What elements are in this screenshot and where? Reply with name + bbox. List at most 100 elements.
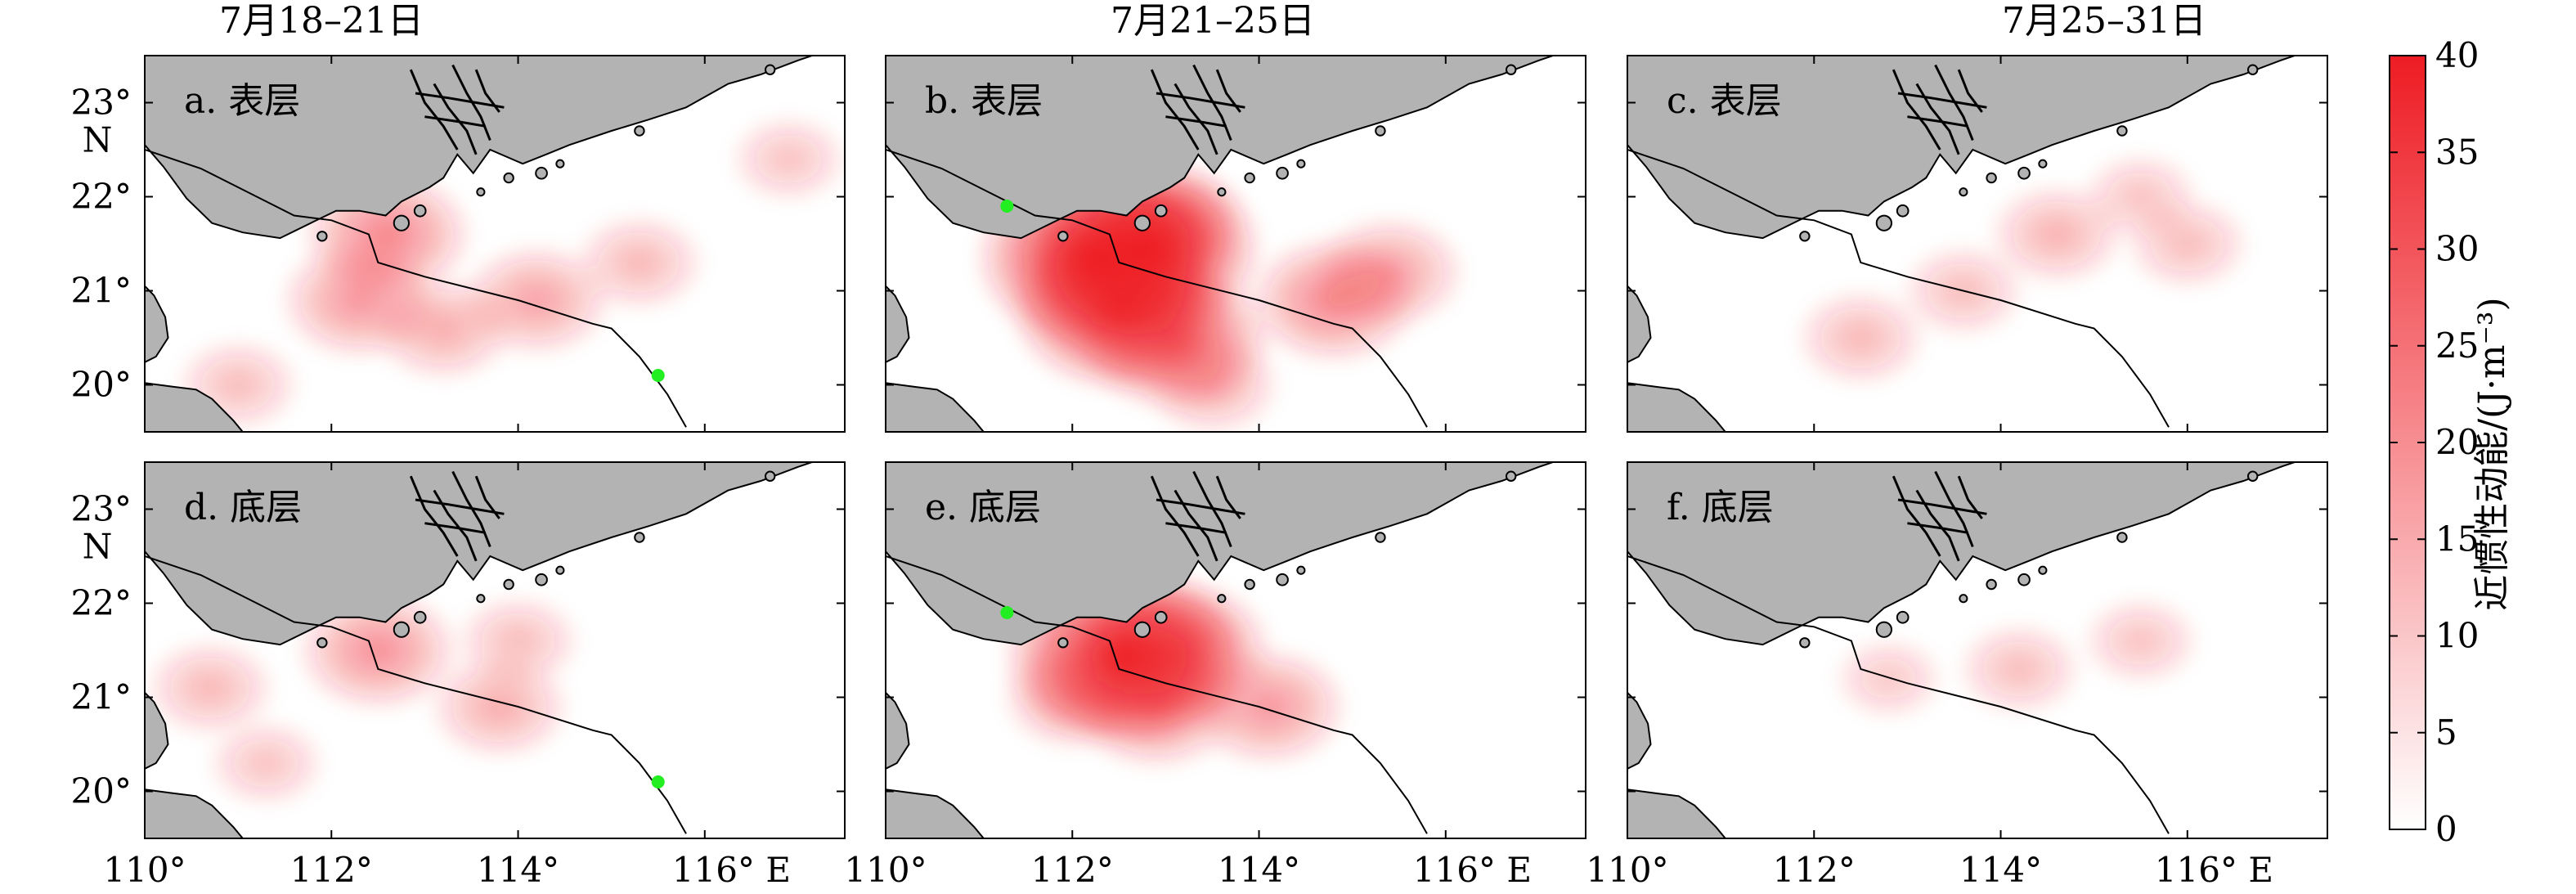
island: [1896, 610, 1910, 624]
land-polygon: [886, 382, 985, 432]
typhoon-position-marker: [651, 775, 665, 788]
typhoon-track: [145, 149, 687, 428]
river-line: [1174, 83, 1218, 155]
river-line: [409, 475, 459, 557]
island: [503, 578, 514, 591]
colorbar-tick-label: 35: [2435, 132, 2479, 172]
panel-content: [145, 462, 815, 838]
panel-content: [1627, 462, 2298, 838]
river-line: [1897, 498, 1987, 515]
river-line: [1934, 64, 1974, 142]
colorbar-tick-label: 25: [2435, 326, 2479, 366]
island: [764, 470, 776, 482]
river-line: [1215, 475, 1241, 519]
land-polygon: [145, 788, 245, 838]
colorbar-ticks: 0 5 10 15 20 25 30 35 40: [2390, 35, 2479, 849]
map-panel-2: b. 表层: [885, 55, 1586, 433]
panel-label: b. 表层: [925, 80, 1043, 122]
island: [535, 166, 548, 180]
land: [886, 56, 1556, 432]
river-line: [1907, 115, 1968, 128]
island: [1375, 125, 1386, 137]
typhoon-track: [1627, 149, 2170, 428]
y-tick-label: 23°: [71, 489, 132, 529]
energy-hotspot: [1312, 213, 1468, 330]
island: [1133, 214, 1151, 231]
y-unit-label: N: [83, 527, 113, 567]
map-panel-1: a. 表层: [144, 55, 846, 433]
island: [413, 204, 427, 218]
island: [2116, 532, 2128, 543]
island: [1959, 187, 1968, 197]
island: [1244, 578, 1255, 591]
energy-hotspot: [453, 592, 583, 690]
river-line: [1174, 489, 1218, 562]
island: [1276, 166, 1289, 180]
island: [555, 565, 565, 575]
typhoon-track: [145, 555, 687, 834]
river-line: [451, 64, 491, 142]
x-tick-label: 110°: [844, 850, 927, 890]
island: [2017, 166, 2031, 180]
island: [1154, 610, 1168, 624]
island: [2116, 125, 2128, 137]
island: [1296, 565, 1306, 575]
river-line: [1892, 475, 1941, 557]
typhoon-track: [1627, 555, 2170, 834]
land-polygon: [1627, 691, 1652, 770]
river-line: [1165, 115, 1227, 128]
energy-hotspot: [999, 642, 1146, 752]
colorbar-tick-label: 0: [2435, 809, 2457, 849]
island: [2038, 159, 2048, 168]
column-title-3: 7月25–31日: [2002, 0, 2206, 42]
energy-hotspot: [2079, 595, 2202, 687]
land-polygon: [886, 691, 910, 770]
panel-label: e. 底层: [925, 487, 1041, 528]
island: [634, 125, 645, 137]
river-line: [451, 470, 491, 548]
island: [1875, 214, 1892, 231]
y-tick-label: 20°: [71, 771, 132, 811]
energy-hotspot: [1142, 332, 1283, 432]
panel-label: f. 底层: [1667, 487, 1774, 528]
panel-content: [886, 462, 1556, 838]
colorbar-tick-label: 15: [2435, 519, 2479, 559]
energy-field: [1831, 595, 2202, 722]
y-tick-label: 21°: [71, 271, 132, 311]
x-tick-label: 116° E: [672, 850, 791, 890]
y-tick-label: 23°: [71, 83, 132, 123]
island: [1154, 204, 1168, 218]
island: [1276, 573, 1289, 586]
y-tick-label: 21°: [71, 677, 132, 717]
river-line: [1192, 470, 1232, 548]
land-polygon: [1627, 382, 1727, 432]
island: [476, 594, 486, 604]
island: [2017, 573, 2031, 586]
colorbar-tick-label: 30: [2435, 229, 2479, 269]
island: [413, 610, 427, 624]
column-title-1: 7月18–21日: [219, 0, 424, 42]
colorbar-label: 近惯性动能/(J·m⁻³): [2471, 297, 2513, 610]
island: [1986, 172, 1997, 184]
land-polygon: [145, 691, 169, 770]
energy-hotspot: [204, 717, 328, 810]
island: [1244, 172, 1255, 184]
panel-frame: [144, 55, 846, 433]
x-tick-label: 110°: [1586, 850, 1668, 890]
x-tick-label: 112°: [290, 850, 373, 890]
river-line: [415, 92, 505, 109]
land-polygon: [1627, 285, 1652, 364]
island: [393, 214, 410, 231]
island: [1505, 470, 1517, 482]
island: [1986, 578, 1997, 591]
river-line: [1165, 522, 1227, 534]
island: [393, 621, 410, 638]
column-title-2: 7月21–25日: [1111, 0, 1315, 42]
island: [1875, 621, 1892, 638]
land-polygon: [145, 285, 169, 364]
panel-content: [145, 56, 845, 432]
map-panel-3: c. 表层: [1627, 55, 2328, 433]
land: [1627, 56, 2298, 432]
